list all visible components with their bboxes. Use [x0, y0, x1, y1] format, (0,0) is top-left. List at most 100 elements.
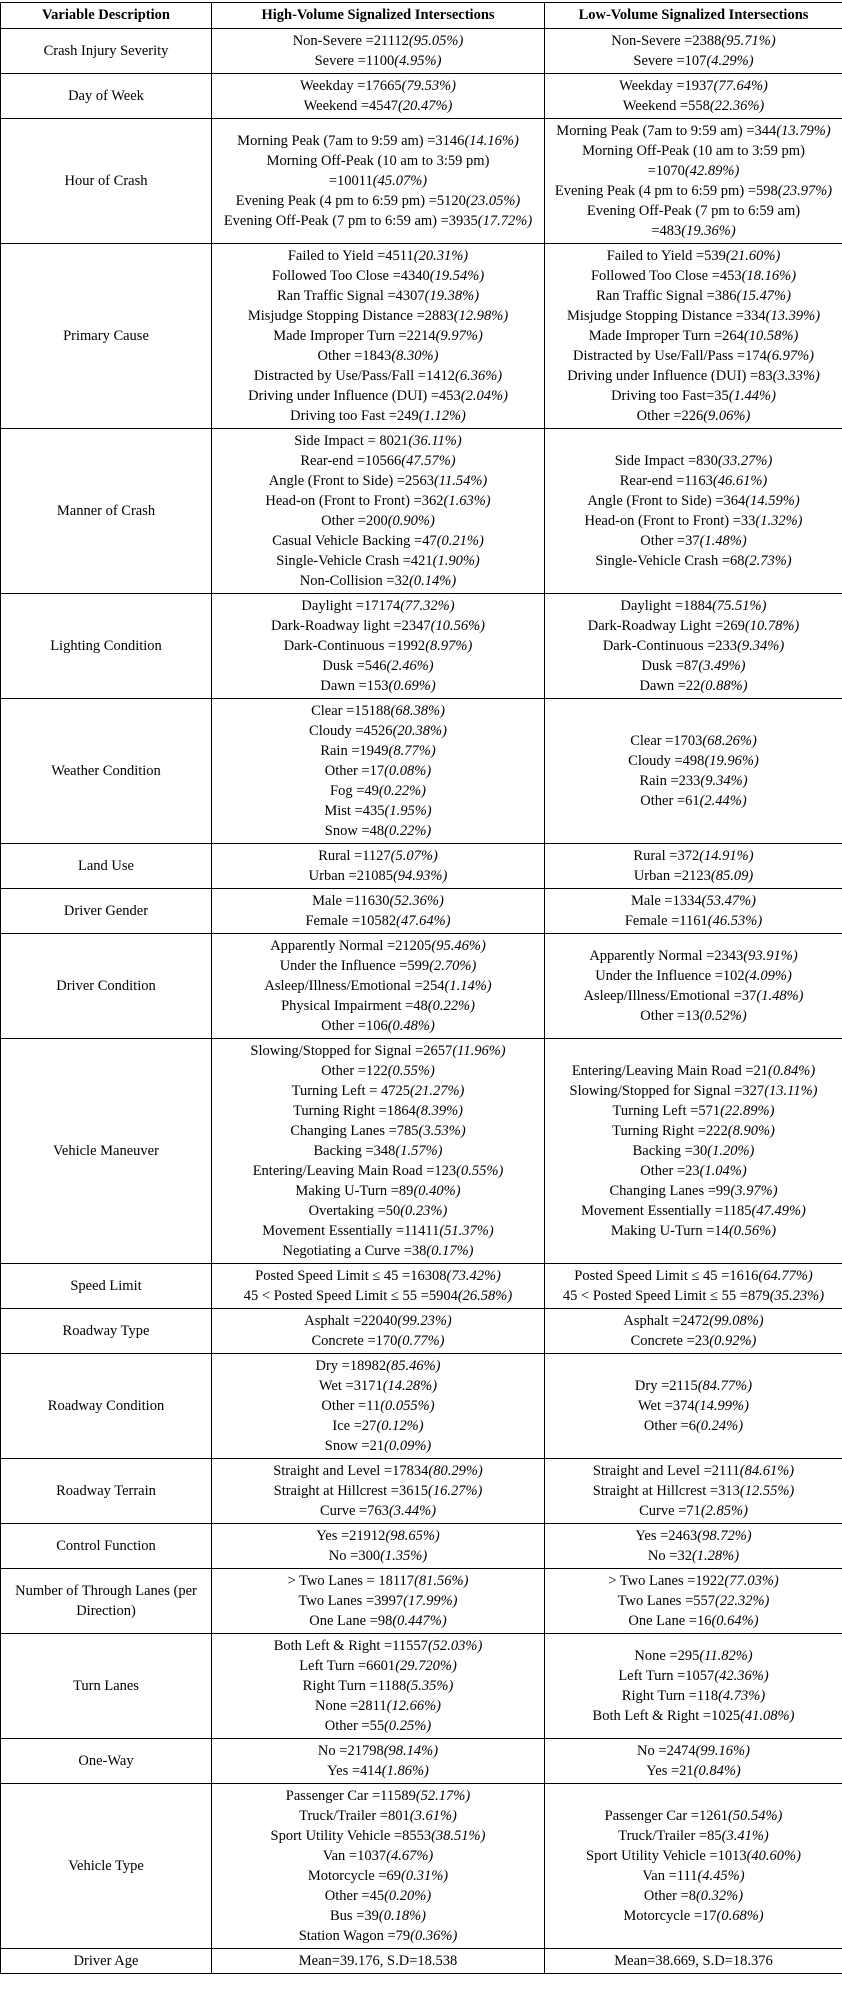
- entry-percentage: (2.70%): [429, 958, 477, 974]
- entry-count: Other =13: [640, 1008, 700, 1024]
- entry-count: Followed Too Close =453: [590, 268, 742, 284]
- entry: Misjudge Stopping Distance =334(13.39%): [549, 306, 838, 326]
- entry-percentage: (1.14%): [444, 978, 492, 994]
- high-volume-cell: Posted Speed Limit ≤ 45 =16308(73.42%) 45…: [211, 1263, 545, 1309]
- entry: Left Turn =1057(42.36%): [549, 1666, 838, 1686]
- entry-percentage: (19.38%): [424, 288, 480, 304]
- entry-percentage: (19.54%): [429, 268, 485, 284]
- entry-count: Evening Peak (4 pm to 6:59 pm) =598: [554, 183, 778, 199]
- entry-percentage: (4.09%): [744, 968, 792, 984]
- entry-percentage: (1.44%): [728, 388, 776, 404]
- entry-count: Van =1037: [322, 1848, 387, 1864]
- high-volume-cell: Non-Severe =21112(95.05%) Severe =1100(4.…: [211, 28, 545, 74]
- entry-percentage: (42.89%): [684, 163, 740, 179]
- entry-count: Truck/Trailer =801: [299, 1808, 410, 1824]
- entry-percentage: (11.96%): [452, 1043, 506, 1059]
- entry-count: Driving under Influence (DUI) =83: [567, 368, 773, 384]
- entry-percentage: (0.447%): [392, 1613, 447, 1629]
- entry-percentage: (13.11%): [764, 1083, 818, 1099]
- table-row: Primary Cause Failed to Yield =4511(20.31…: [0, 243, 842, 429]
- entry: Entering/Leaving Main Road =123(0.55%): [216, 1161, 540, 1181]
- entry: Single-Vehicle Crash =421(1.90%): [216, 551, 540, 571]
- entry-count: Under the Influence =102: [595, 968, 745, 984]
- low-volume-cell: Clear =1703(68.26%) Cloudy =498(19.96%) Ra…: [544, 698, 842, 844]
- entry-percentage: (2.44%): [699, 793, 747, 809]
- entry: Other =122(0.55%): [216, 1061, 540, 1081]
- high-volume-cell: Dry =18982(85.46%) Wet =3171(14.28%) Other…: [211, 1353, 545, 1459]
- entry: Dusk =546(2.46%): [216, 656, 540, 676]
- entry-count: Entering/Leaving Main Road =21: [571, 1063, 769, 1079]
- entry-count: Asleep/Illness/Emotional =254: [264, 978, 445, 994]
- variable-cell: Number of Through Lanes (per Direction): [0, 1568, 212, 1634]
- entry-percentage: (0.55%): [456, 1163, 504, 1179]
- entry: Other =17(0.08%): [216, 761, 540, 781]
- entry-percentage: (0.31%): [401, 1868, 449, 1884]
- entry-count: Other =23: [640, 1163, 700, 1179]
- entry-percentage: (17.99%): [403, 1593, 458, 1609]
- entry-count: Other =37: [640, 533, 700, 549]
- entry: Snow =48(0.22%): [216, 821, 540, 841]
- entry-count: Dusk =546: [322, 658, 387, 674]
- entry-percentage: (12.55%): [739, 1483, 795, 1499]
- entry-percentage: (14.59%): [745, 493, 800, 509]
- entry-count: Yes =21: [646, 1763, 694, 1779]
- entry: Other =106(0.48%): [216, 1016, 540, 1036]
- low-volume-cell: Morning Peak (7am to 9:59 am) =344(13.79…: [544, 118, 842, 244]
- entry-percentage: (35.23%): [769, 1288, 825, 1304]
- entry: Failed to Yield =539(21.60%): [549, 246, 838, 266]
- entry-count: Snow =21: [324, 1438, 385, 1454]
- entry-percentage: (1.63%): [443, 493, 491, 509]
- entry-percentage: (8.39%): [415, 1103, 463, 1119]
- entry-percentage: (2.73%): [744, 553, 792, 569]
- entry-percentage: (3.49%): [698, 658, 746, 674]
- entry-percentage: (13.79%): [776, 123, 831, 139]
- entry: Angle (Front to Side) =364(14.59%): [549, 491, 838, 511]
- entry-count: Passenger Car =1261: [604, 1808, 728, 1824]
- variable-cell: Vehicle Type: [0, 1783, 212, 1949]
- entry-count: Straight at Hillcrest =3615: [273, 1483, 428, 1499]
- entry-percentage: (0.09%): [384, 1438, 432, 1454]
- entry: Asphalt =2472(99.08%): [549, 1311, 838, 1331]
- entry-percentage: (0.64%): [711, 1613, 759, 1629]
- entry: Weekday =1937(77.64%): [549, 76, 838, 96]
- entry-percentage: (36.11%): [408, 433, 462, 449]
- entry: Other =11(0.055%): [216, 1396, 540, 1416]
- entry: Side Impact = 8021(36.11%): [216, 431, 540, 451]
- entry-percentage: (1.48%): [699, 533, 747, 549]
- entry: Making U-Turn =14(0.56%): [549, 1221, 838, 1241]
- entry-percentage: (5.07%): [390, 848, 438, 864]
- entry-count: Straight and Level =2111: [592, 1463, 740, 1479]
- entry: Under the Influence =102(4.09%): [549, 966, 838, 986]
- entry: Both Left & Right =11557(52.03%): [216, 1636, 540, 1656]
- entry-count: No =32: [647, 1548, 692, 1564]
- entry: Other =61(2.44%): [549, 791, 838, 811]
- entry-count: Sport Utility Vehicle =1013: [586, 1848, 747, 1864]
- entry-count: Female =1161: [624, 913, 708, 929]
- entry: Sport Utility Vehicle =8553(38.51%): [216, 1826, 540, 1846]
- entry: Other =23(1.04%): [549, 1161, 838, 1181]
- entry: Female =10582(47.64%): [216, 911, 540, 931]
- entry-percentage: (0.55%): [387, 1063, 435, 1079]
- entry-count: Mist =435: [324, 803, 385, 819]
- entry-count: Backing =30: [632, 1143, 708, 1159]
- entry-percentage: (4.29%): [706, 53, 754, 69]
- entry-percentage: (47.49%): [751, 1203, 806, 1219]
- table-row: Lighting Condition Daylight =17174(77.32%…: [0, 593, 842, 699]
- entry-count: Driving under Influence (DUI) =453: [248, 388, 461, 404]
- variable-cell: Roadway Terrain: [0, 1458, 212, 1524]
- entry-count: Rain =1949: [320, 743, 389, 759]
- entry: Head-on (Front to Front) =33(1.32%): [549, 511, 838, 531]
- entry-percentage: (64.77%): [758, 1268, 813, 1284]
- entry-count: Daylight =1884: [620, 598, 713, 614]
- entry-count: Urban =2123: [633, 868, 711, 884]
- entry-count: > Two Lanes =1922: [608, 1573, 725, 1589]
- entry-count: Rain =233: [639, 773, 701, 789]
- entry-percentage: (23.05%): [465, 193, 521, 209]
- entry: Rural =1127(5.07%): [216, 846, 540, 866]
- entry-count: Dark-Continuous =233: [602, 638, 738, 654]
- entry-count: Other =55: [324, 1718, 385, 1734]
- high-volume-cell: Mean=39.176, S.D=18.538: [211, 1948, 545, 1974]
- low-volume-cell: No =2474(99.16%) Yes =21(0.84%): [544, 1738, 842, 1784]
- entry: Single-Vehicle Crash =68(2.73%): [549, 551, 838, 571]
- entry-percentage: (0.69%): [388, 678, 436, 694]
